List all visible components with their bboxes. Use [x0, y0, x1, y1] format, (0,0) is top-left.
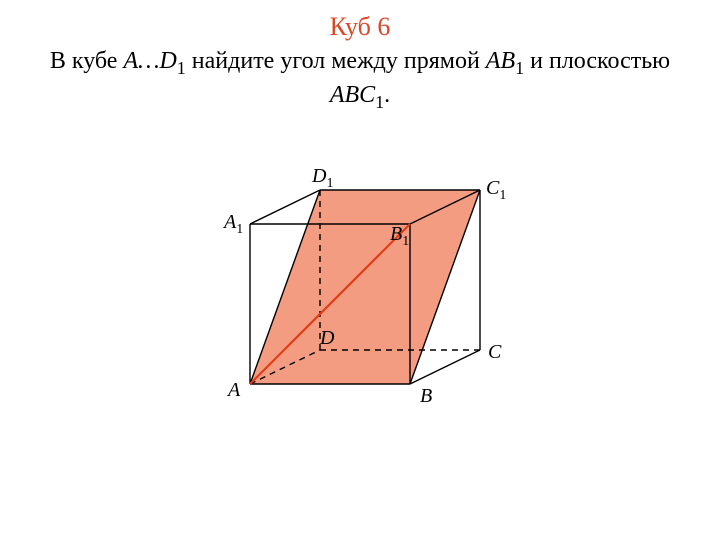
svg-text:A: A	[226, 379, 241, 401]
p-line-sub: 1	[515, 58, 524, 78]
title-text: Куб 6	[330, 12, 391, 41]
p-prefix: В кубе	[50, 48, 124, 74]
svg-text:D: D	[319, 327, 335, 349]
p-cube: A…D	[123, 48, 176, 74]
p-cube-sub: 1	[177, 58, 186, 78]
p-line: AB	[486, 48, 515, 74]
p-mid2: и плоскостью	[524, 48, 670, 74]
p-mid1: найдите угол между прямой	[186, 48, 486, 74]
cube-diagram: ABCDA1B1C1D1	[190, 134, 530, 434]
p-suffix: .	[384, 82, 390, 108]
svg-text:C1: C1	[486, 177, 506, 203]
svg-text:A1: A1	[222, 211, 243, 237]
svg-text:C: C	[488, 341, 502, 363]
problem-statement: В кубе A…D1 найдите угол между прямой AB…	[40, 46, 680, 114]
svg-text:B: B	[420, 385, 432, 407]
svg-text:D1: D1	[311, 165, 333, 191]
diagram-container: ABCDA1B1C1D1	[0, 134, 720, 434]
p-plane-sub: 1	[375, 92, 384, 112]
slide-title: Куб 6	[0, 12, 720, 42]
p-plane: ABC	[330, 82, 375, 108]
